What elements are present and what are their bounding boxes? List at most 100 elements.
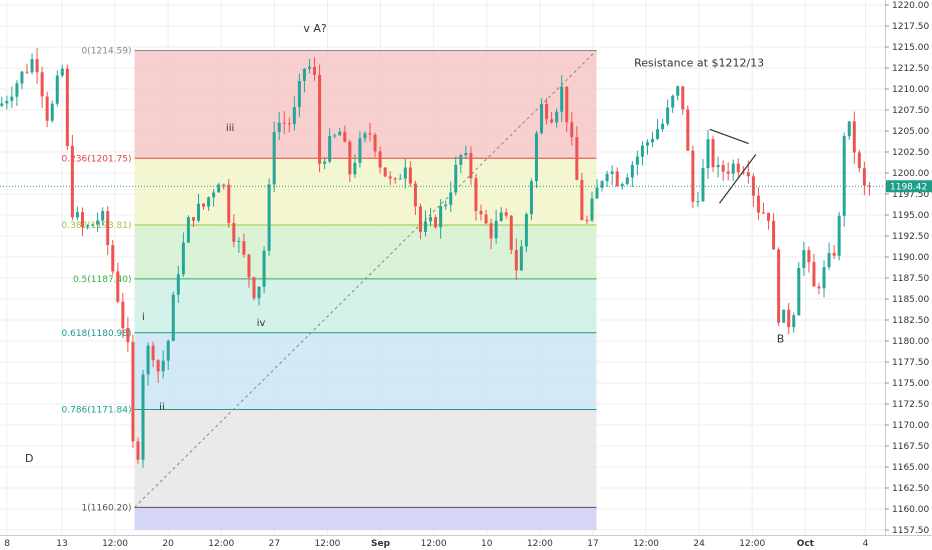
candle-body: [5, 100, 9, 104]
drawings[interactable]: [0, 128, 885, 204]
candle-body: [328, 135, 332, 162]
candle-body: [141, 374, 145, 460]
candle-body: [565, 86, 569, 123]
x-tick-label: 12:00: [739, 539, 765, 549]
candle-body: [212, 192, 216, 198]
candle-body: [580, 179, 584, 220]
candle-body: [499, 212, 503, 221]
x-tick-label: 12:00: [208, 539, 234, 549]
candle-body: [534, 133, 538, 182]
candle-body: [353, 162, 357, 175]
fib-band-0: [134, 50, 597, 159]
candle-body: [857, 152, 861, 169]
fib-band-0.5: [134, 278, 597, 333]
y-tick-label: 1197.50: [892, 190, 929, 200]
chart-annotation: Resistance at $1212/13: [634, 56, 764, 69]
candle-body: [96, 220, 100, 225]
candle-body: [368, 133, 372, 135]
x-tick-label: 27: [269, 539, 280, 549]
candle-body: [297, 81, 301, 108]
candle-body: [807, 250, 811, 263]
candle-body: [651, 138, 655, 143]
candle-body: [111, 245, 115, 272]
candle-body: [545, 103, 549, 120]
candle-body: [489, 223, 493, 239]
candle-body: [25, 71, 29, 73]
candle-body: [202, 203, 206, 207]
y-tick-label: 1190.00: [892, 253, 929, 263]
fib-trend-line[interactable]: [134, 50, 597, 508]
trendline-drawing[interactable]: [719, 154, 757, 204]
current-price-label: 1198.42: [890, 182, 927, 192]
candle-body: [197, 203, 201, 221]
fib-level-label: 0.236(1201.75): [62, 154, 132, 164]
y-tick-label: 1212.50: [892, 64, 929, 74]
candle-body: [429, 217, 433, 222]
candle-body: [80, 212, 84, 227]
candle-body: [484, 214, 488, 224]
candle-body: [661, 123, 665, 130]
candle-body: [726, 171, 730, 174]
y-tick-label: 1205.00: [892, 127, 929, 137]
candle-body: [540, 103, 544, 134]
candle-body: [333, 135, 337, 137]
candle-body: [30, 59, 34, 73]
current-price-badge: [886, 180, 932, 193]
y-tick-label: 1185.00: [892, 295, 929, 305]
candle-body: [434, 217, 438, 228]
candle-body: [393, 178, 397, 180]
trendline-drawing[interactable]: [709, 128, 749, 145]
x-tick-label: 20: [162, 539, 174, 549]
y-tick-label: 1207.50: [892, 106, 929, 116]
candle-body: [479, 210, 483, 215]
fib-level-label: 0.5(1187.40): [73, 275, 132, 285]
candle-body: [292, 107, 296, 125]
y-tick-label: 1157.50: [892, 526, 929, 536]
candle-body: [721, 164, 725, 172]
candle-body: [10, 96, 14, 101]
candle-body: [247, 254, 251, 278]
candle-body: [313, 66, 317, 75]
candle-body: [454, 164, 458, 193]
candle-body: [676, 86, 680, 96]
candle-body: [358, 138, 362, 163]
candle-body: [227, 184, 231, 224]
candle-body: [60, 68, 64, 76]
candle-body: [671, 95, 675, 108]
candle-body: [398, 178, 402, 180]
y-tick-label: 1177.50: [892, 358, 929, 368]
candle-body: [469, 153, 473, 179]
candle-body: [207, 197, 211, 207]
y-tick-label: 1172.50: [892, 400, 929, 410]
candle-body: [257, 286, 261, 299]
candle-body: [787, 309, 791, 328]
y-tick-label: 1210.00: [892, 85, 929, 95]
candle-body: [842, 136, 846, 216]
candle-body: [802, 250, 806, 268]
candle-body: [837, 215, 841, 256]
x-tick-label: 13: [56, 539, 67, 549]
candle-body: [348, 141, 352, 175]
fib-band-0.236: [134, 158, 597, 225]
candle-body: [519, 246, 523, 271]
y-tick-label: 1220.00: [892, 1, 929, 11]
candle-body: [318, 74, 322, 164]
y-tick-label: 1170.00: [892, 421, 929, 431]
candle-body: [852, 121, 856, 153]
candle-body: [388, 176, 392, 179]
candle-body: [464, 153, 468, 156]
fib-level-label: 1(1160.20): [82, 503, 132, 513]
fib-level-label: 0.382(1193.81): [62, 221, 132, 231]
x-tick-label: 12:00: [633, 539, 659, 549]
fibonacci-retracement[interactable]: 0(1214.59) 0.236(1201.75) 0.382(1193.81) 0.…: [62, 46, 597, 530]
candle-body: [504, 212, 508, 216]
candle-body: [656, 129, 660, 139]
candle-body: [756, 195, 760, 213]
y-tick-label: 1162.50: [892, 484, 929, 494]
candle-body: [126, 328, 130, 343]
candle-body: [812, 262, 816, 287]
candle-body: [171, 294, 175, 341]
y-tick-label: 1192.50: [892, 232, 929, 242]
